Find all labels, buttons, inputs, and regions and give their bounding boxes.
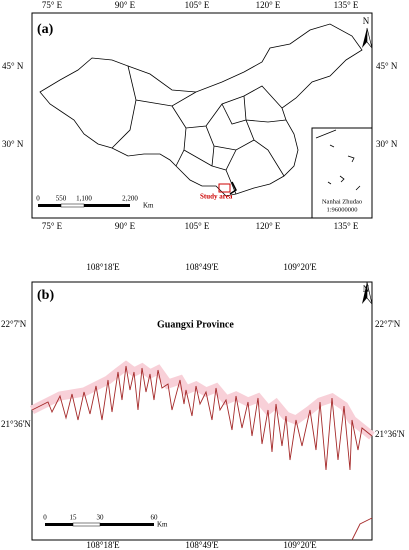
scale-tick: 0 (36, 195, 40, 203)
scale-bar (72, 522, 101, 527)
north-label: N (363, 16, 370, 26)
scale-bar (60, 203, 85, 208)
lon-label: 120° E (256, 0, 281, 10)
lon-label: 109°20'E (283, 262, 317, 272)
inset-frame (311, 127, 373, 219)
coastline (31, 365, 373, 541)
north-label: N (363, 284, 370, 294)
coast (229, 181, 237, 195)
north-arrow (366, 27, 373, 49)
lat-label: 21°36'N (375, 429, 405, 439)
inset-name: Nanhai Zhudao (322, 198, 362, 205)
scale-bar (45, 523, 73, 526)
scale-tick: 2,200 (122, 195, 138, 203)
north-arrow (362, 28, 367, 48)
lat-label: 45° N (376, 61, 398, 71)
scale-bar (84, 204, 130, 207)
lat-label: 45° N (2, 61, 24, 71)
panel-b: 108°18'E 108°49'E 109°20'E 108°18'E 108°… (1, 262, 405, 550)
lon-label: 75° E (42, 0, 63, 10)
region-label: Guangxi Province (157, 319, 234, 330)
buffer-zone (29, 360, 375, 440)
lon-label: 135° E (334, 221, 359, 231)
lon-label: 75° E (42, 221, 63, 231)
lat-label: 22°7'N (1, 319, 27, 329)
scale-tick: 0 (43, 514, 47, 522)
lon-label: 108°18'E (86, 262, 120, 272)
panel-label: (a) (37, 22, 54, 37)
study-area-box (218, 183, 231, 193)
lat-label: 22°7'N (375, 319, 401, 329)
province-lines (111, 65, 287, 195)
lon-label: 120° E (256, 221, 281, 231)
scale-unit: Km (157, 521, 168, 529)
lon-label: 108°49'E (185, 540, 219, 550)
scale-tick: 1,100 (76, 195, 92, 203)
lat-label: 30° N (2, 139, 24, 149)
frame (31, 12, 373, 219)
lon-label: 135° E (334, 0, 359, 10)
study-area-label: Study area (200, 193, 233, 201)
panel-a: 75° E 90° E 105° E 120° E 135° E 75° E 9… (2, 0, 398, 231)
scale-tick: 550 (56, 195, 67, 203)
scale-unit: Km (143, 202, 154, 210)
lon-label: 105° E (185, 221, 210, 231)
lon-label: 108°49'E (185, 262, 219, 272)
north-arrow (366, 281, 373, 305)
inset-scale: 1:96000000 (326, 206, 357, 213)
panel-label: (b) (37, 288, 54, 303)
lon-label: 90° E (115, 221, 136, 231)
lon-label: 90° E (115, 0, 136, 10)
scale-tick: 30 (97, 514, 105, 522)
lat-label: 30° N (376, 139, 398, 149)
scale-bar (38, 204, 61, 207)
lon-label: 108°18'E (86, 540, 120, 550)
lat-label: 21°36'N (1, 419, 31, 429)
country-outline (39, 23, 363, 197)
lon-label: 105° E (185, 0, 210, 10)
north-arrow (362, 282, 367, 304)
scale-bar (100, 523, 154, 526)
lon-label: 109°20'E (283, 540, 317, 550)
frame (31, 281, 373, 541)
scale-tick: 15 (70, 514, 78, 522)
inset-islands (315, 129, 361, 191)
scale-tick: 60 (151, 514, 159, 522)
